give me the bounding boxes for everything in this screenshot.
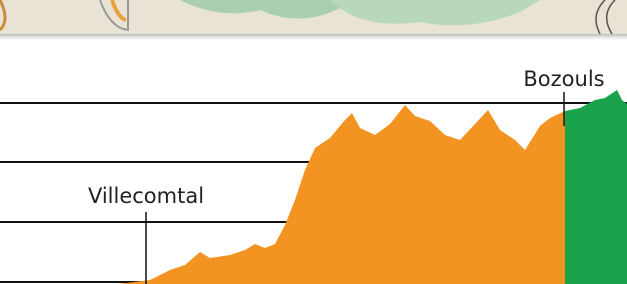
map-strip xyxy=(0,0,627,42)
profile-green xyxy=(565,90,627,284)
place-label: Bozouls xyxy=(523,67,604,91)
elevation-profile: Bozouls Villecomtal xyxy=(0,0,627,284)
place-label: Villecomtal xyxy=(88,184,204,208)
